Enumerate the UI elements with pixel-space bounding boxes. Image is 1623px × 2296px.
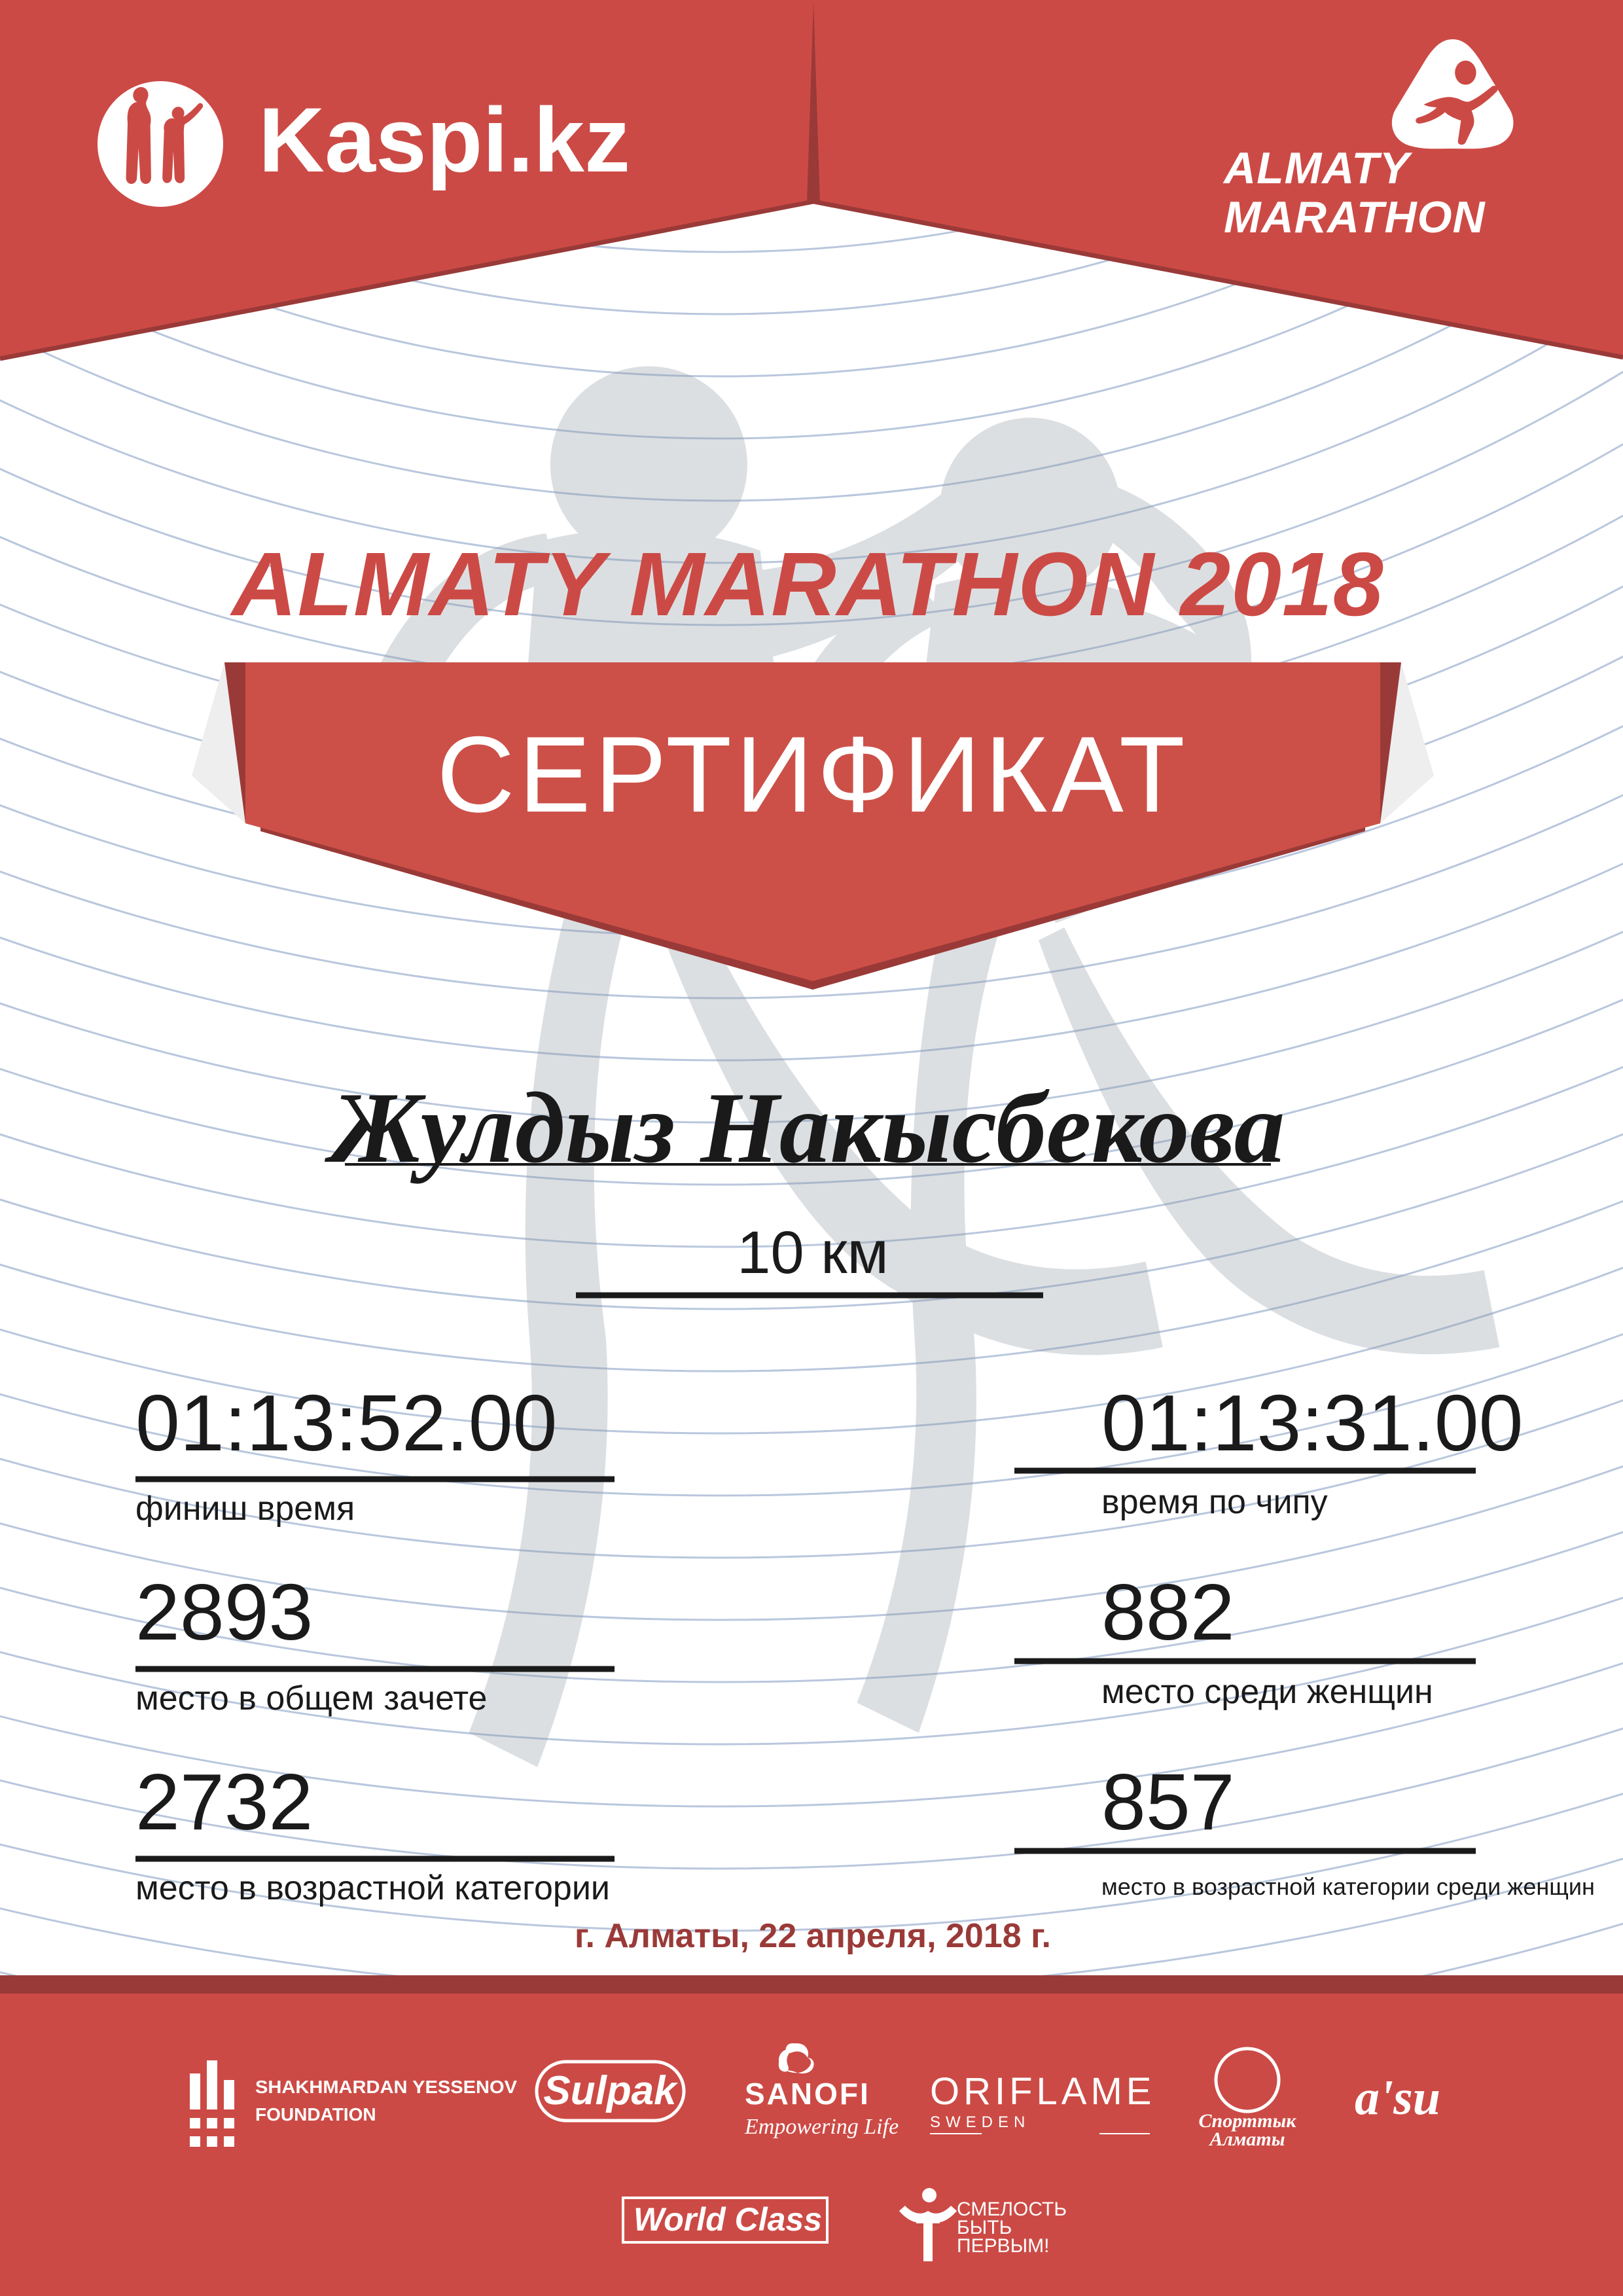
svg-text:MARATHON: MARATHON (1224, 192, 1486, 242)
svg-text:882: 882 (1101, 1568, 1235, 1657)
svg-text:Sulpak: Sulpak (543, 2068, 679, 2113)
svg-text:SHAKHMARDAN YESSENOV: SHAKHMARDAN YESSENOV (255, 2077, 517, 2097)
svg-text:Алматы: Алматы (1208, 2128, 1285, 2150)
svg-text:Жулдыз Накысбекова: Жулдыз Накысбекова (325, 1071, 1285, 1184)
svg-text:SANOFI: SANOFI (745, 2077, 870, 2111)
svg-text:Empowering Life: Empowering Life (744, 2115, 899, 2139)
svg-text:01:13:31.00: 01:13:31.00 (1101, 1378, 1524, 1467)
svg-text:финиш время: финиш время (135, 1490, 355, 1528)
svg-text:SWEDEN: SWEDEN (930, 2113, 1030, 2131)
svg-text:Kaspi.kz: Kaspi.kz (259, 88, 630, 191)
svg-text:место в возрастной категории с: место в возрастной категории среди женщи… (1101, 1873, 1595, 1900)
svg-text:время по чипу: время по чипу (1101, 1483, 1328, 1521)
svg-text:место в общем зачете: место в общем зачете (135, 1679, 487, 1717)
svg-text:FOUNDATION: FOUNDATION (255, 2104, 376, 2125)
svg-text:ALMATY: ALMATY (1222, 143, 1413, 193)
svg-text:ALMATY MARATHON 2018: ALMATY MARATHON 2018 (230, 534, 1384, 635)
svg-text:World Class: World Class (633, 2201, 822, 2238)
svg-text:место в возрастной категории: место в возрастной категории (135, 1869, 610, 1907)
svg-text:01:13:52.00: 01:13:52.00 (135, 1378, 558, 1467)
svg-text:10 км: 10 км (737, 1219, 888, 1286)
svg-text:ORIFLAME: ORIFLAME (930, 2070, 1156, 2113)
svg-text:a'su: a'su (1355, 2070, 1440, 2125)
svg-text:2732: 2732 (135, 1757, 313, 1846)
svg-text:место среди женщин: место среди женщин (1101, 1673, 1433, 1711)
svg-text:г. Алматы, 22 апреля, 2018 г.: г. Алматы, 22 апреля, 2018 г. (575, 1917, 1051, 1955)
svg-text:ПЕРВЫМ!: ПЕРВЫМ! (957, 2235, 1049, 2257)
svg-text:СЕРТИФИКАТ: СЕРТИФИКАТ (437, 714, 1188, 834)
svg-text:857: 857 (1101, 1757, 1235, 1846)
svg-text:2893: 2893 (135, 1568, 313, 1657)
